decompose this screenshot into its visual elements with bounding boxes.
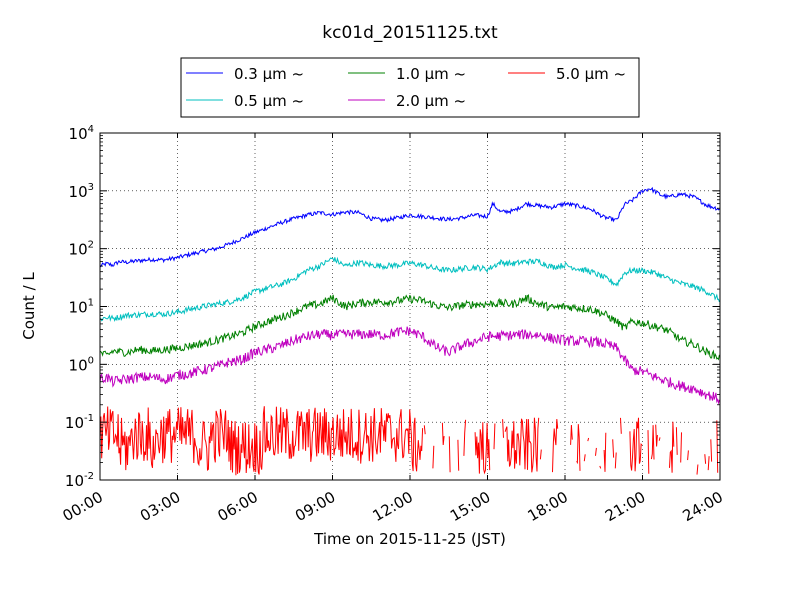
y-tick-labels: 10-2 10-1 100 101 102 103 104 — [65, 124, 94, 490]
y-tick-label: 101 — [69, 298, 94, 317]
series-line — [100, 256, 720, 322]
y-tick-label: 100 — [69, 355, 94, 374]
series-line — [100, 186, 720, 268]
series-line — [100, 326, 720, 405]
y-tick-label: 10-1 — [65, 413, 94, 432]
y-tick-label: 102 — [69, 240, 94, 259]
chart-title: kc01d_20151125.txt — [322, 23, 498, 43]
legend-label: 1.0 μm ~ — [396, 65, 466, 83]
y-tick-label: 104 — [69, 124, 94, 143]
y-axis-label: Count / L — [20, 272, 38, 340]
series-line — [100, 294, 720, 361]
legend-label: 2.0 μm ~ — [396, 92, 466, 110]
x-axis-label: Time on 2015-11-25 (JST) — [313, 530, 506, 548]
legend: 0.3 μm ~ 0.5 μm ~ 1.0 μm ~ 2.0 μm ~ 5.0 μm ~ — [180, 57, 640, 118]
grid — [100, 133, 720, 480]
y-tick-label: 103 — [69, 182, 94, 201]
y-tick-label: 10-2 — [65, 471, 94, 490]
series-layer — [100, 186, 720, 475]
legend-box — [180, 57, 640, 118]
ticks — [99, 132, 721, 481]
legend-label: 0.3 μm ~ — [234, 65, 304, 83]
legend-label: 5.0 μm ~ — [556, 65, 626, 83]
legend-label: 0.5 μm ~ — [234, 92, 304, 110]
